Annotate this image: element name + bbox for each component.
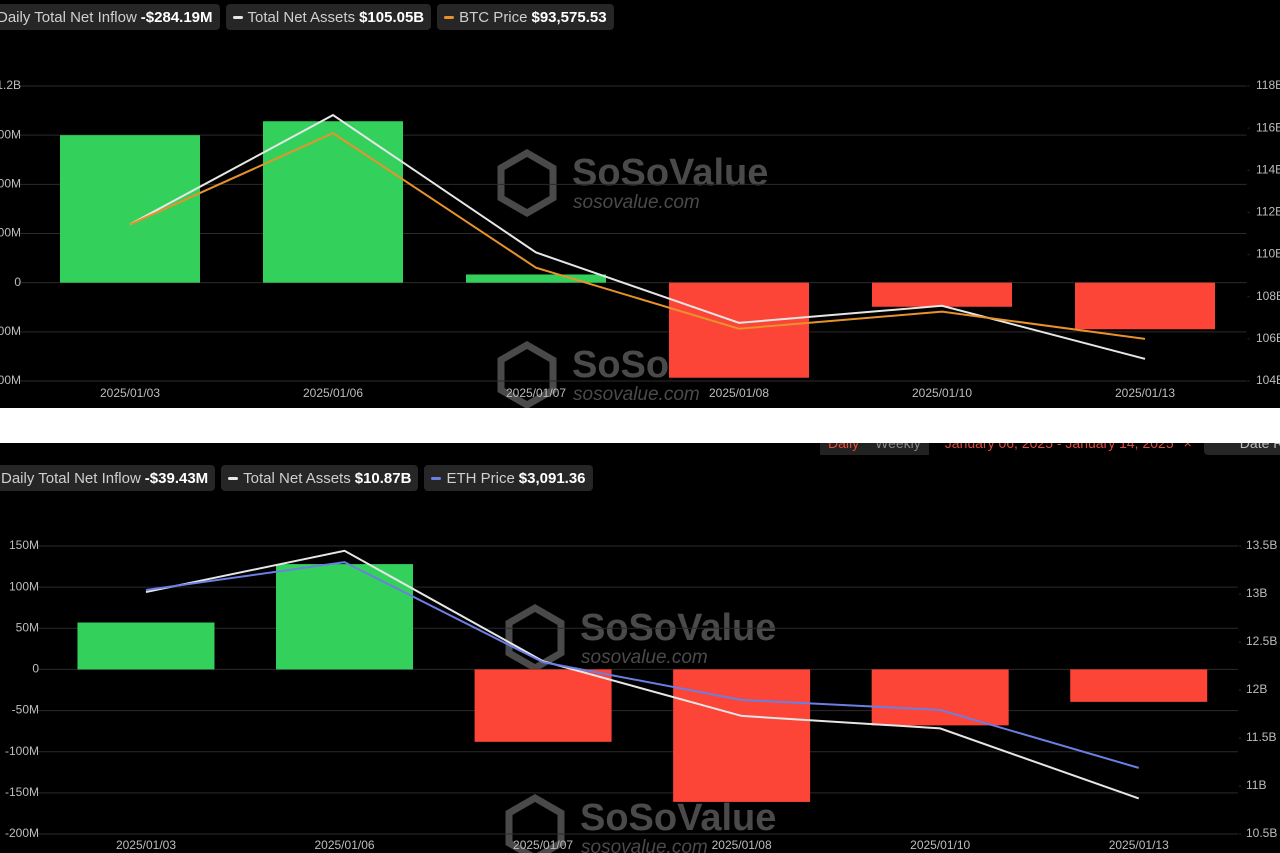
y2-tick-label: 11.5B [1246, 730, 1276, 744]
y-tick-label: -100M [5, 744, 39, 758]
y2-tick-label: 12.5B [1246, 634, 1277, 648]
bar [60, 135, 200, 283]
x-tick-label: 2025/01/06 [303, 386, 363, 400]
legend-item: BTC Price $93,575.53 [437, 4, 614, 30]
x-tick-label: 2025/01/03 [116, 838, 176, 852]
bar [1075, 282, 1215, 330]
y-tick-label: 1.2B [0, 78, 21, 92]
bar [871, 669, 1009, 726]
bar [669, 282, 809, 378]
watermark-logo [497, 148, 557, 218]
legend-item: ETH Price $3,091.36 [424, 465, 593, 491]
y-tick-label: 0 [14, 275, 21, 289]
y-tick-label: 50M [16, 620, 39, 634]
legend-label: Daily Total Net Inflow [0, 8, 137, 26]
line [129, 113, 1146, 360]
legend-swatch [431, 476, 442, 480]
y2-tick-label: 13B [1246, 586, 1267, 600]
y2-tick-label: 10.5B [1246, 826, 1277, 840]
watermark-url: sosovalue.com [573, 384, 700, 405]
y-tick-label: 150M [9, 538, 39, 552]
legend-item: Total Net Assets $105.05B [225, 4, 432, 30]
bar [872, 282, 1012, 307]
watermark-url: sosovalue.com [573, 192, 700, 213]
legend-value: -$39.43M [144, 469, 209, 487]
bar [673, 669, 811, 802]
legend-label: BTC Price [459, 8, 528, 26]
x-tick-label: 2025/01/13 [1115, 386, 1175, 400]
legend-value: -$284.19M [140, 8, 213, 26]
legend-item: Daily Total Net Inflow -$39.43M [0, 465, 216, 491]
y2-tick-label: 116B [1256, 120, 1280, 134]
y-tick-label: 100M [9, 579, 39, 593]
line [145, 549, 1140, 800]
y2-tick-label: 106B [1256, 331, 1280, 345]
y-tick-label: -600M [0, 373, 21, 387]
bar [474, 669, 612, 742]
y-tick-label: -300M [0, 324, 21, 338]
x-tick-label: 2025/01/07 [513, 838, 573, 852]
watermark-url: sosovalue.com [581, 837, 708, 853]
y2-tick-label: 110B [1256, 247, 1280, 261]
y2-tick-label: 118B [1256, 78, 1280, 92]
separator [0, 408, 1280, 443]
y-tick-label: -200M [5, 826, 39, 840]
y2-tick-label: 11B [1246, 778, 1266, 792]
legend-label: ETH Price [446, 469, 515, 487]
watermark-url: sosovalue.com [581, 647, 708, 668]
watermark-brand: SoSoValue [572, 152, 768, 194]
watermark-logo [505, 603, 565, 673]
y-tick-label: 0 [32, 662, 39, 676]
bar [1070, 669, 1208, 702]
line [145, 561, 1140, 769]
watermark-logo [505, 793, 565, 853]
y-tick-label: 900M [0, 127, 21, 141]
clear-button[interactable]: × [1183, 435, 1192, 451]
y2-tick-label: 112B [1256, 205, 1280, 219]
y2-tick-label: 108B [1256, 289, 1280, 303]
legend-item: Daily Total Net Inflow -$284.19M [0, 4, 220, 30]
x-tick-label: 2025/01/08 [709, 386, 769, 400]
legend-swatch [444, 15, 455, 19]
y-tick-label: -50M [12, 703, 39, 717]
x-tick-label: 2025/01/06 [314, 838, 374, 852]
x-tick-label: 2025/01/07 [506, 386, 566, 400]
y2-tick-label: 104B [1256, 373, 1280, 387]
legend-label: Total Net Assets [243, 469, 351, 487]
bar [276, 564, 414, 670]
watermark-brand: SoSoValue [580, 797, 776, 839]
bar [263, 121, 403, 283]
x-tick-label: 2025/01/10 [912, 386, 972, 400]
legend-value: $3,091.36 [518, 469, 586, 487]
x-tick-label: 2025/01/03 [100, 386, 160, 400]
y2-tick-label: 114B [1256, 162, 1280, 176]
legend-label: Total Net Assets [247, 8, 356, 26]
legend-value: $93,575.53 [531, 8, 607, 26]
legend-value: $10.87B [354, 469, 412, 487]
y-tick-label: 600M [0, 177, 21, 191]
legend: Daily Total Net Inflow -$39.43M Total Net … [0, 465, 593, 491]
y-tick-label: -150M [5, 785, 39, 799]
legend-swatch [232, 15, 243, 19]
y2-tick-label: 13.5B [1246, 538, 1277, 552]
bar [466, 274, 606, 283]
legend-swatch [228, 476, 239, 480]
legend-item: Total Net Assets $10.87B [221, 465, 419, 491]
bar [77, 622, 215, 670]
y2-tick-label: 12B [1246, 682, 1267, 696]
watermark-logo [497, 340, 557, 410]
x-tick-label: 2025/01/13 [1109, 838, 1169, 852]
x-tick-label: 2025/01/08 [712, 838, 772, 852]
x-tick-label: 2025/01/10 [910, 838, 970, 852]
line [129, 131, 1146, 340]
legend: Daily Total Net Inflow -$284.19M Total Net… [0, 4, 614, 30]
legend-label: Daily Total Net Inflow [1, 469, 141, 487]
legend-value: $105.05B [359, 8, 425, 26]
y-tick-label: 300M [0, 226, 21, 240]
